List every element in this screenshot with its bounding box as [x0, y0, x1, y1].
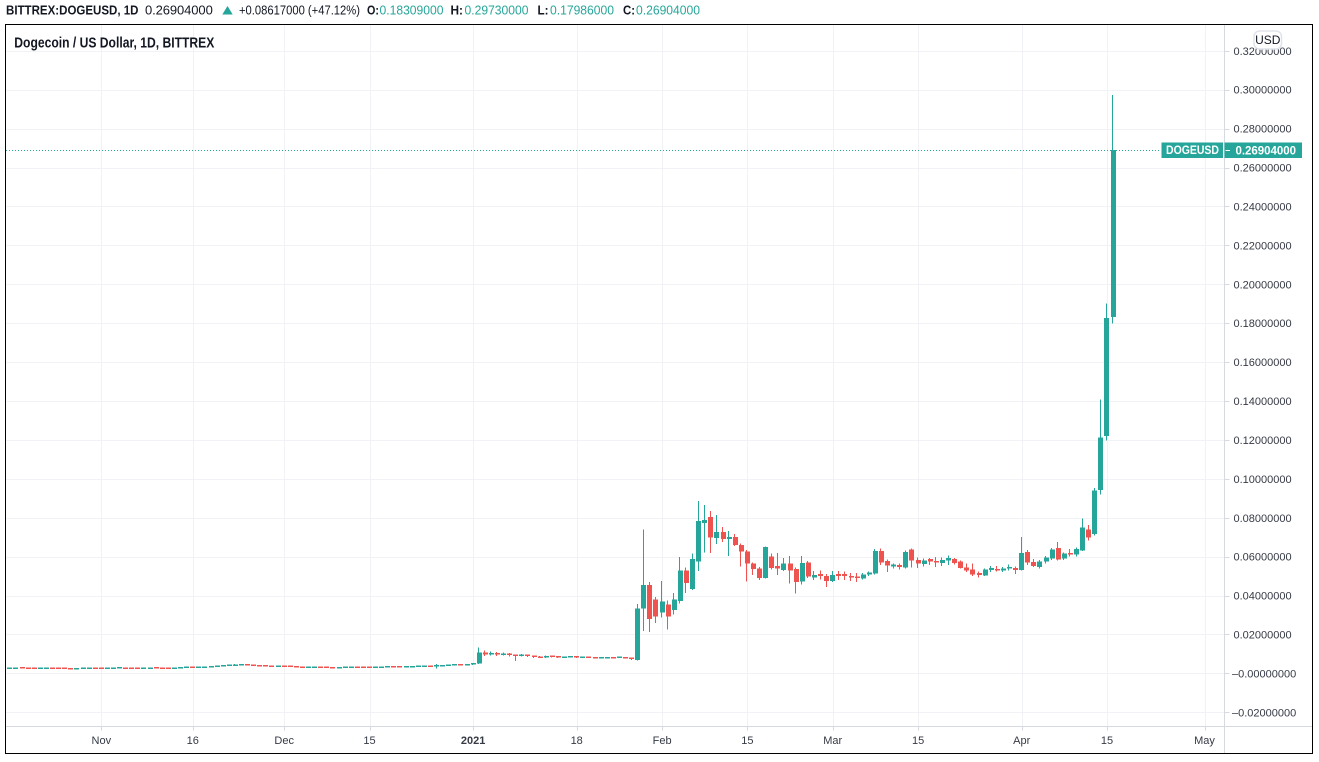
svg-text:0.18309000: 0.18309000	[380, 3, 444, 18]
svg-text:0.26904000: 0.26904000	[1236, 146, 1297, 158]
svg-text:0.18000000: 0.18000000	[1234, 318, 1292, 330]
svg-text:0.29730000: 0.29730000	[465, 3, 529, 18]
svg-text:0.08000000: 0.08000000	[1234, 513, 1292, 525]
svg-text:May: May	[1194, 735, 1215, 747]
svg-text:0.04000000: 0.04000000	[1234, 591, 1292, 603]
svg-text:0.26904000: 0.26904000	[145, 3, 213, 18]
svg-text:15: 15	[363, 735, 375, 747]
svg-text:15: 15	[741, 735, 753, 747]
svg-text:Dec: Dec	[274, 735, 294, 747]
svg-text:18: 18	[571, 735, 583, 747]
svg-text:Apr: Apr	[1013, 735, 1030, 747]
svg-text:USD: USD	[1255, 33, 1281, 47]
svg-text:2021: 2021	[461, 735, 485, 747]
svg-text:O:: O:	[367, 3, 379, 18]
svg-text:0.20000000: 0.20000000	[1234, 279, 1292, 291]
svg-text:0.14000000: 0.14000000	[1234, 396, 1292, 408]
svg-text:Nov: Nov	[92, 735, 112, 747]
svg-text:BITTREX:DOGEUSD, 1D: BITTREX:DOGEUSD, 1D	[6, 3, 139, 18]
svg-text:–0.00000000: –0.00000000	[1232, 668, 1296, 680]
svg-text:Mar: Mar	[823, 735, 842, 747]
svg-text:0.02000000: 0.02000000	[1234, 630, 1292, 642]
svg-text:H:: H:	[451, 3, 464, 18]
svg-text:L:: L:	[538, 3, 549, 18]
svg-text:0.28000000: 0.28000000	[1234, 124, 1292, 136]
svg-text:+0.08617000 (+47.12%): +0.08617000 (+47.12%)	[239, 3, 360, 18]
svg-text:0.26904000: 0.26904000	[636, 3, 700, 18]
svg-text:Dogecoin / US Dollar, 1D, BITT: Dogecoin / US Dollar, 1D, BITTREX	[14, 35, 214, 52]
svg-text:0.30000000: 0.30000000	[1234, 85, 1292, 97]
svg-text:15: 15	[1101, 735, 1113, 747]
svg-text:0.12000000: 0.12000000	[1234, 435, 1292, 447]
svg-text:0.22000000: 0.22000000	[1234, 240, 1292, 252]
svg-text:DOGEUSD: DOGEUSD	[1166, 145, 1219, 157]
svg-text:0.17986000: 0.17986000	[550, 3, 614, 18]
svg-text:Feb: Feb	[653, 735, 672, 747]
svg-text:0.16000000: 0.16000000	[1234, 357, 1292, 369]
svg-text:0.06000000: 0.06000000	[1234, 552, 1292, 564]
svg-text:–0.02000000: –0.02000000	[1232, 707, 1296, 719]
svg-text:0.10000000: 0.10000000	[1234, 474, 1292, 486]
svg-text:15: 15	[912, 735, 924, 747]
svg-text:16: 16	[187, 735, 199, 747]
svg-text:0.24000000: 0.24000000	[1234, 202, 1292, 214]
svg-text:0.26000000: 0.26000000	[1234, 163, 1292, 175]
svg-text:C:: C:	[623, 3, 635, 18]
